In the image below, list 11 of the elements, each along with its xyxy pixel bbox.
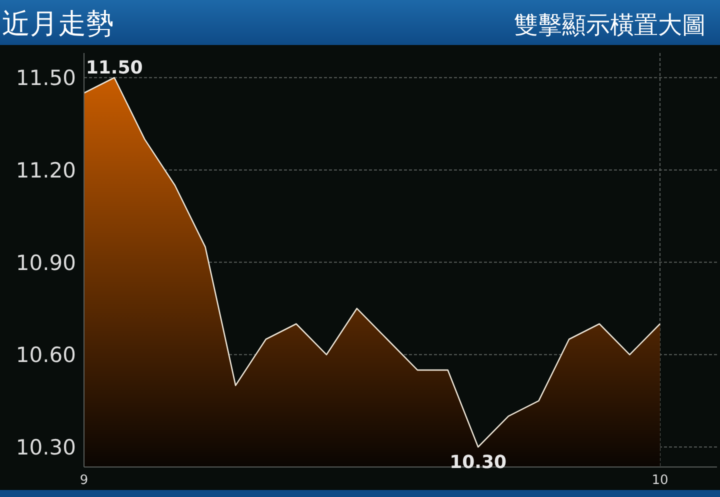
y-tick-label: 11.50 bbox=[16, 66, 76, 90]
y-tick-label: 10.60 bbox=[16, 343, 76, 368]
chart-title: 近月走勢 bbox=[2, 6, 114, 42]
y-tick-label: 10.90 bbox=[16, 250, 76, 275]
chart-subtitle: 雙擊顯示橫置大圖 bbox=[514, 10, 706, 41]
y-tick-label: 11.20 bbox=[16, 158, 76, 182]
annotation: 10.30 bbox=[450, 452, 507, 473]
x-tick-label: 10 bbox=[652, 473, 668, 488]
annotation: 11.50 bbox=[86, 58, 143, 79]
x-tick-label: 9 bbox=[80, 473, 88, 488]
y-tick-label: 10.30 bbox=[16, 435, 76, 460]
